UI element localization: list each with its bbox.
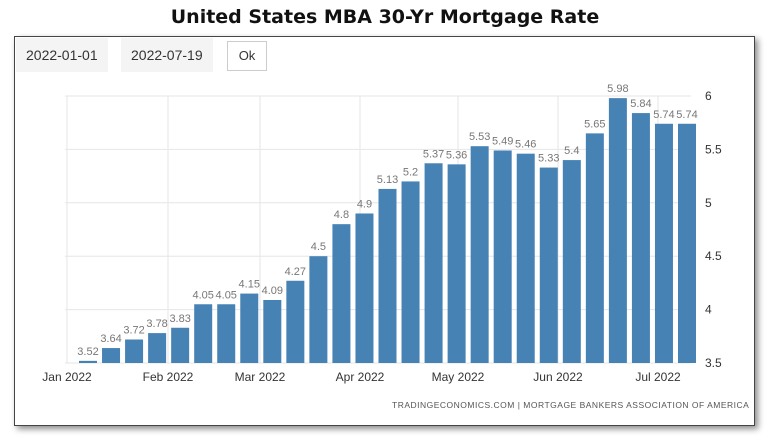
- data-label: 4.05: [216, 289, 237, 301]
- data-label: 5.74: [653, 109, 674, 121]
- y-tick-label: 5.5: [705, 142, 722, 156]
- bar: [493, 150, 512, 363]
- x-tick-label: May 2022: [432, 370, 485, 384]
- x-tick-label: Jan 2022: [42, 370, 92, 384]
- x-tick-label: Mar 2022: [235, 370, 286, 384]
- data-label: 4.09: [262, 285, 283, 297]
- data-label: 3.83: [169, 313, 190, 325]
- bar-chart: 3.5 4 4.5 5 5.5 6 Jan 2022 Feb 2022 Mar 2022 Apr …: [42, 83, 722, 384]
- data-label: 5.36: [446, 149, 467, 161]
- bar: [424, 163, 443, 363]
- data-label: 3.64: [100, 333, 121, 345]
- data-label: 5.49: [492, 135, 513, 147]
- start-date-input[interactable]: 2022-01-01: [16, 38, 108, 72]
- source-note: TRADINGECONOMICS.COM | MORTGAGE BANKERS …: [392, 400, 750, 410]
- data-label: 3.72: [123, 325, 144, 337]
- data-label: 4.15: [239, 279, 260, 291]
- bar: [171, 327, 190, 363]
- data-label: 3.78: [146, 318, 167, 330]
- x-tick-label: Apr 2022: [336, 370, 385, 384]
- bar: [194, 304, 213, 363]
- data-label: 5.98: [607, 83, 628, 95]
- y-tick-label: 4.5: [705, 249, 722, 263]
- bar: [102, 348, 121, 363]
- data-label: 4.05: [192, 289, 213, 301]
- bar: [585, 133, 604, 363]
- bar: [539, 167, 558, 363]
- y-tick-label: 6: [705, 89, 712, 103]
- data-label: 5.13: [377, 174, 398, 186]
- bar: [332, 224, 351, 363]
- bar: [378, 188, 397, 363]
- data-label: 5.46: [515, 139, 536, 151]
- data-label: 5.4: [564, 145, 579, 157]
- bar: [125, 339, 144, 363]
- bar: [355, 213, 374, 363]
- bar: [286, 280, 305, 363]
- bar: [240, 293, 259, 363]
- data-label: 5.74: [676, 109, 697, 121]
- x-tick-label: Feb 2022: [143, 370, 194, 384]
- data-label: 5.53: [469, 131, 490, 143]
- bar: [678, 123, 696, 363]
- bar: [401, 181, 420, 363]
- bar: [148, 333, 167, 363]
- data-label: 5.33: [538, 153, 559, 165]
- data-label: 5.2: [403, 166, 418, 178]
- bar: [79, 360, 97, 363]
- data-label: 5.37: [423, 148, 444, 160]
- data-label: 4.8: [334, 209, 349, 221]
- y-tick-label: 3.5: [705, 356, 722, 370]
- y-tick-label: 5: [705, 196, 712, 210]
- data-label: 4.9: [357, 198, 372, 210]
- bar: [263, 299, 282, 363]
- data-label: 3.52: [77, 346, 98, 358]
- bar: [562, 160, 581, 363]
- data-label: 5.84: [630, 98, 651, 110]
- x-tick-label: Jul 2022: [635, 370, 681, 384]
- bar: [654, 123, 673, 363]
- bar: [447, 164, 466, 363]
- chart-title: United States MBA 30-Yr Mortgage Rate: [170, 6, 600, 28]
- bar: [516, 153, 535, 363]
- bar: [217, 304, 236, 363]
- chart-panel: 2022-01-01 2022-07-19 Ok 3.5 4 4.5 5 5.5 6 Jan…: [14, 36, 755, 426]
- bar: [470, 146, 489, 363]
- y-tick-label: 4: [705, 303, 712, 317]
- data-label: 4.27: [285, 266, 306, 278]
- bar: [309, 256, 328, 363]
- end-date-input[interactable]: 2022-07-19: [121, 38, 213, 72]
- data-label: 5.65: [584, 118, 605, 130]
- data-label: 4.5: [311, 241, 326, 253]
- bar: [608, 98, 627, 364]
- ok-button[interactable]: Ok: [227, 41, 267, 71]
- bar: [631, 113, 650, 363]
- x-tick-label: Jun 2022: [533, 370, 583, 384]
